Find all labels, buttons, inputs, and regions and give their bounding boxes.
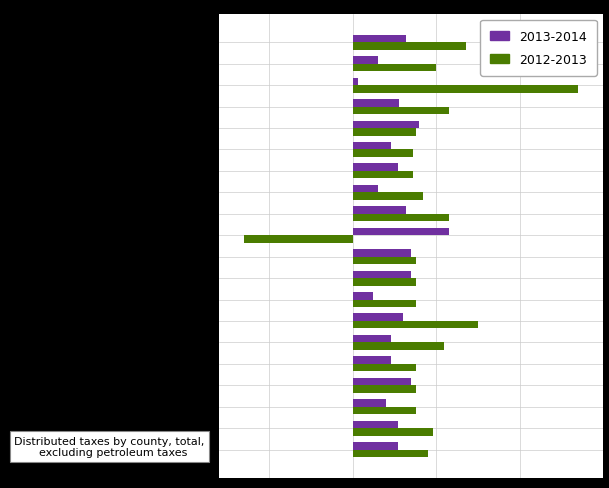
Bar <box>353 428 433 436</box>
Bar <box>353 64 436 72</box>
Bar <box>353 86 578 94</box>
Bar <box>353 257 416 264</box>
Bar <box>353 150 413 158</box>
Bar <box>353 378 411 386</box>
Bar <box>353 214 449 222</box>
Bar <box>353 172 413 179</box>
Bar <box>353 343 445 350</box>
Bar <box>353 449 428 457</box>
Legend: 2013-2014, 2012-2013: 2013-2014, 2012-2013 <box>480 21 597 77</box>
Bar <box>353 314 403 321</box>
Bar <box>353 335 391 343</box>
Bar <box>353 164 398 172</box>
Bar <box>353 399 386 407</box>
Bar <box>353 36 406 43</box>
Bar <box>353 43 466 51</box>
Bar <box>353 421 398 428</box>
Bar <box>353 107 449 115</box>
Bar <box>353 292 373 300</box>
Bar <box>353 279 416 286</box>
Bar <box>353 122 420 129</box>
Bar <box>353 142 391 150</box>
Bar <box>353 357 391 364</box>
Bar <box>353 386 416 393</box>
Bar <box>353 193 423 201</box>
Bar <box>353 364 416 371</box>
Bar <box>244 236 353 243</box>
Bar <box>353 407 416 414</box>
Bar <box>353 321 478 329</box>
Bar <box>353 79 357 86</box>
Bar <box>353 100 400 107</box>
Bar <box>353 57 378 64</box>
Bar <box>353 442 398 449</box>
Bar <box>353 129 416 136</box>
Bar <box>353 300 416 307</box>
Bar <box>353 207 406 214</box>
Bar <box>353 271 411 279</box>
Bar <box>353 228 449 236</box>
Bar <box>353 250 411 257</box>
Bar <box>353 185 378 193</box>
Text: Distributed taxes by county, total,
  excluding petroleum taxes: Distributed taxes by county, total, excl… <box>15 436 205 457</box>
